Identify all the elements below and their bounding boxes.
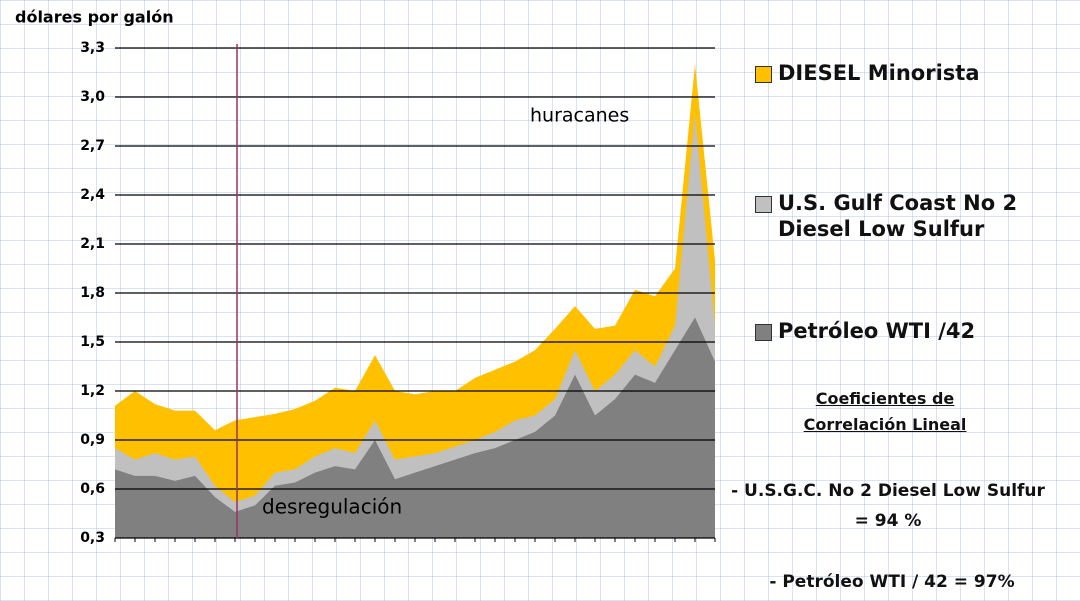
legend-swatch	[755, 66, 772, 83]
plot	[115, 64, 715, 538]
note-item: - Petróleo WTI / 42 = 97%	[769, 572, 1015, 592]
y-tick-label: 0,6	[80, 481, 105, 497]
annotation: huracanes	[530, 105, 629, 127]
y-tick-label: 1,2	[80, 383, 105, 399]
y-tick-label: 2,7	[80, 138, 105, 154]
y-tick-label: 2,1	[80, 236, 105, 252]
area	[115, 317, 715, 538]
note-item: - U.S.G.C. No 2 Diesel Low Sulfur = 94 %	[731, 481, 1045, 531]
y-tick-label: 3,3	[80, 40, 105, 56]
legend-swatch	[755, 196, 772, 213]
legend-swatch	[755, 324, 772, 341]
y-tick-label: 0,3	[80, 530, 105, 546]
note-heading: Coeficientes de Correlación Lineal	[803, 389, 967, 434]
legend-label: U.S. Gulf Coast No 2 Diesel Low Sulfur	[778, 191, 1018, 241]
y-tick-label: 2,4	[80, 187, 105, 203]
y-tick-label: 1,8	[80, 285, 105, 301]
y-tick-label: 3,0	[80, 89, 105, 105]
legend-label: DIESEL Minorista	[778, 61, 980, 85]
y-tick-label: 0,9	[80, 432, 105, 448]
legend-label: Petróleo WTI /42	[778, 319, 976, 343]
y-axis-title: dólares por galón	[15, 8, 174, 27]
annotation: desregulación	[262, 495, 402, 519]
y-tick-label: 1,5	[80, 334, 105, 350]
